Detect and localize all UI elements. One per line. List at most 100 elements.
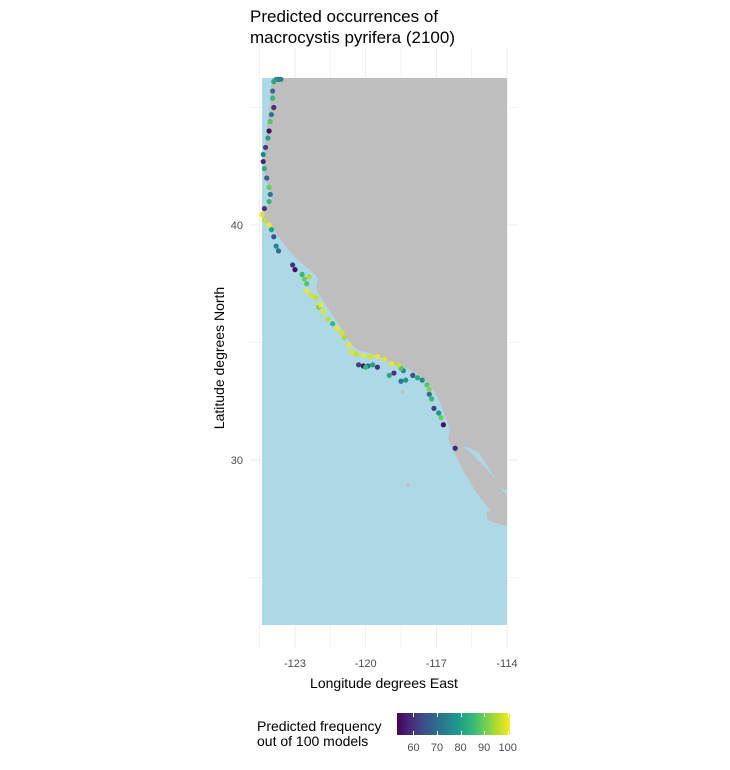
- legend-tick-mark: [508, 713, 509, 717]
- occurrence-point: [271, 104, 277, 111]
- legend-tick-label: 100: [498, 742, 517, 754]
- legend-title-line-2: out of 100 models: [257, 733, 369, 749]
- y-tick-label: 30: [231, 455, 243, 467]
- legend-tick-mark: [484, 731, 485, 735]
- x-axis-title: Longitude degrees East: [310, 675, 458, 691]
- x-tick-label: -123: [284, 658, 306, 670]
- legend-tick-mark: [437, 731, 438, 735]
- legend-tick-mark: [413, 713, 414, 717]
- occurrence-point: [268, 111, 275, 118]
- occurrence-point: [431, 405, 437, 411]
- occurrence-point: [419, 377, 425, 383]
- legend-title: Predicted frequency out of 100 models: [257, 719, 382, 749]
- occurrence-point: [440, 422, 446, 428]
- occurrence-points: [259, 76, 458, 451]
- land-mass: [264, 78, 507, 526]
- occurrence-point: [260, 158, 266, 165]
- occurrence-point: [261, 166, 267, 172]
- occurrence-point: [267, 191, 273, 198]
- x-tick-label: -117: [426, 658, 447, 670]
- occurrence-point: [278, 76, 284, 82]
- y-tick-label: 40: [231, 220, 243, 232]
- occurrence-point: [414, 375, 421, 381]
- legend-tick-label: 80: [454, 742, 467, 754]
- y-axis-title: Latitude degrees North: [211, 287, 227, 429]
- occurrence-point: [374, 364, 381, 370]
- legend-tick-label: 70: [430, 742, 444, 754]
- x-axis-ticks: -123 -120 -117 -114: [284, 658, 518, 670]
- occurrence-point: [304, 288, 310, 294]
- occurrence-point: [346, 342, 352, 348]
- occurrence-point: [320, 309, 326, 315]
- y-axis-ticks: 30 40: [231, 220, 243, 467]
- land-island-2: [401, 390, 405, 394]
- occurrence-point: [398, 378, 404, 384]
- occurrence-point: [348, 349, 355, 355]
- occurrence-point: [304, 281, 310, 287]
- occurrence-point: [266, 198, 272, 205]
- occurrence-point: [270, 88, 276, 94]
- occurrence-point: [261, 205, 267, 212]
- occurrence-point: [436, 410, 442, 416]
- occurrence-point: [301, 276, 308, 282]
- occurrence-point: [353, 351, 359, 357]
- legend-tick-mark: [508, 731, 509, 735]
- occurrence-point: [290, 262, 296, 268]
- occurrence-point: [261, 217, 267, 223]
- occurrence-point: [330, 321, 336, 327]
- occurrence-point: [267, 119, 273, 125]
- occurrence-point: [318, 302, 324, 308]
- occurrence-point: [388, 361, 395, 367]
- occurrence-point: [424, 382, 430, 388]
- occurrence-point: [271, 79, 277, 85]
- land-baja-tip: [486, 510, 507, 526]
- title-line-1: Predicted occurrences of: [250, 7, 439, 26]
- occurrence-point: [262, 144, 269, 151]
- legend-tick-mark: [437, 713, 438, 717]
- occurrence-point: [271, 234, 277, 240]
- occurrence-point: [452, 445, 458, 451]
- occurrence-point: [426, 386, 432, 393]
- legend-tick-label: 60: [407, 742, 420, 754]
- occurrence-point: [391, 370, 397, 376]
- occurrence-point: [403, 377, 409, 383]
- occurrence-point: [275, 248, 282, 254]
- land-island-1: [406, 483, 410, 487]
- legend-tick-mark: [484, 713, 485, 717]
- occurrence-point: [299, 271, 305, 277]
- occurrence-point: [381, 356, 388, 362]
- occurrence-point: [370, 362, 376, 368]
- occurrence-point: [273, 243, 279, 249]
- occurrence-point: [386, 372, 392, 378]
- occurrence-point: [266, 128, 272, 134]
- chart-title: Predicted occurrences of macrocystis pyr…: [250, 6, 455, 48]
- occurrence-point: [367, 354, 373, 360]
- occurrence-point: [341, 335, 348, 341]
- color-legend-bar: [397, 713, 510, 735]
- occurrence-point: [265, 135, 271, 141]
- occurrence-point: [360, 352, 366, 359]
- land-baja-peninsula: [448, 430, 507, 525]
- occurrence-point: [306, 274, 312, 280]
- land-gulf-coast: [488, 416, 507, 440]
- occurrence-point: [410, 372, 416, 378]
- occurrence-point: [356, 362, 362, 368]
- legend-tick-mark: [461, 731, 462, 735]
- occurrence-point: [339, 330, 345, 336]
- land-mainland: [264, 78, 507, 490]
- occurrence-point: [266, 184, 272, 190]
- occurrence-point: [363, 364, 369, 370]
- legend-tick-label: 90: [477, 742, 491, 754]
- occurrence-point: [426, 391, 432, 397]
- legend-tick-mark: [413, 731, 414, 735]
- occurrence-point: [374, 354, 381, 360]
- occurrence-point: [260, 151, 266, 158]
- occurrence-point: [313, 295, 319, 301]
- occurrence-point: [268, 227, 275, 233]
- occurrence-point: [334, 325, 340, 331]
- occurrence-point: [266, 222, 272, 228]
- x-tick-label: -114: [496, 658, 517, 670]
- occurrence-point: [438, 415, 444, 421]
- occurrence-point: [308, 292, 315, 299]
